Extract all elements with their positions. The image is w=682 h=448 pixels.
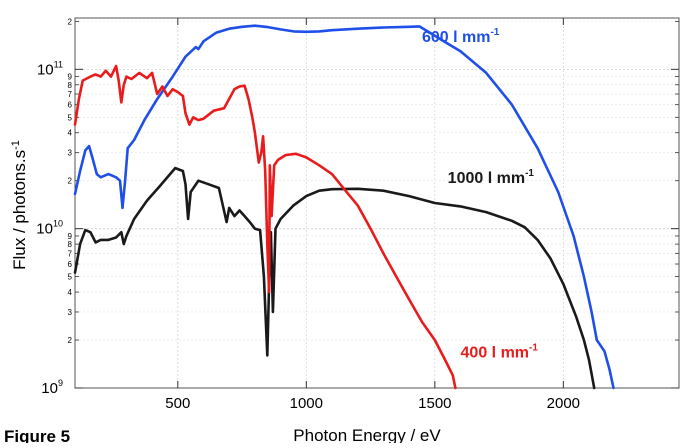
x-tick-label: 1000 [290,395,323,412]
x-tick-label: 1500 [418,395,451,412]
series-label-1: 600 l mm-1 [422,27,500,46]
x-tick-label: 500 [165,395,190,412]
series-label-name: 1000 l mm [448,170,525,187]
grid [75,18,679,389]
x-axis-label: Photon Energy / eV [293,426,441,443]
series-line-3 [73,64,457,390]
series-lines [73,24,615,390]
y-minor-tick-label: 3 [68,308,73,317]
y-major-tick-label: 1010 [36,219,63,238]
plot-frame [74,17,680,389]
series-label-name: 400 l mm [461,345,529,362]
series-label-superscript: -1 [490,27,499,38]
y-tick-exponent: 9 [58,378,63,388]
y-minor-tick-label: 9 [68,73,73,82]
y-tick-exponent: 10 [53,219,63,229]
y-minor-tick-label: 7 [68,90,73,99]
y-major-tick-label: 1011 [37,59,63,78]
series-line-1 [73,24,615,390]
axis-ticks: 500 1000 1500 20002345678923456789210910101… [36,17,679,412]
series-label-name: 600 l mm [422,29,490,46]
figure-caption: Figure 5 [4,427,71,443]
y-minor-tick-label: 4 [68,129,73,138]
y-minor-tick-label: 4 [68,288,73,297]
series-label-superscript: -1 [525,168,534,179]
y-axis-label-main: Flux / photons.s [10,150,29,270]
y-minor-tick-label: 2 [68,17,73,26]
y-tick-exponent: 11 [54,59,63,69]
y-major-tick-label: 109 [41,378,63,397]
series-label-superscript: -1 [529,343,538,354]
series-label-2: 1000 l mm-1 [448,168,535,187]
y-axis-label: Flux / photons.s-1 [10,140,29,270]
y-minor-tick-label: 8 [68,240,73,249]
y-tick-base: 10 [36,221,53,238]
y-minor-tick-label: 7 [68,249,73,258]
y-minor-tick-label: 9 [68,232,73,241]
y-minor-tick-label: 8 [68,81,73,90]
y-minor-tick-label: 2 [68,177,73,186]
y-minor-tick-label: 5 [68,113,73,122]
y-tick-base: 10 [37,61,54,78]
y-minor-tick-label: 6 [68,101,73,110]
y-tick-base: 10 [41,380,58,397]
y-minor-tick-label: 3 [68,149,73,158]
series-label-3: 400 l mm-1 [461,343,539,362]
y-minor-tick-label: 5 [68,273,73,282]
y-minor-tick-label: 2 [68,336,73,345]
y-axis-label-superscript: -1 [10,140,22,150]
y-minor-tick-label: 6 [68,260,73,269]
x-tick-label: 2000 [547,395,580,412]
series-line-2 [73,166,596,390]
